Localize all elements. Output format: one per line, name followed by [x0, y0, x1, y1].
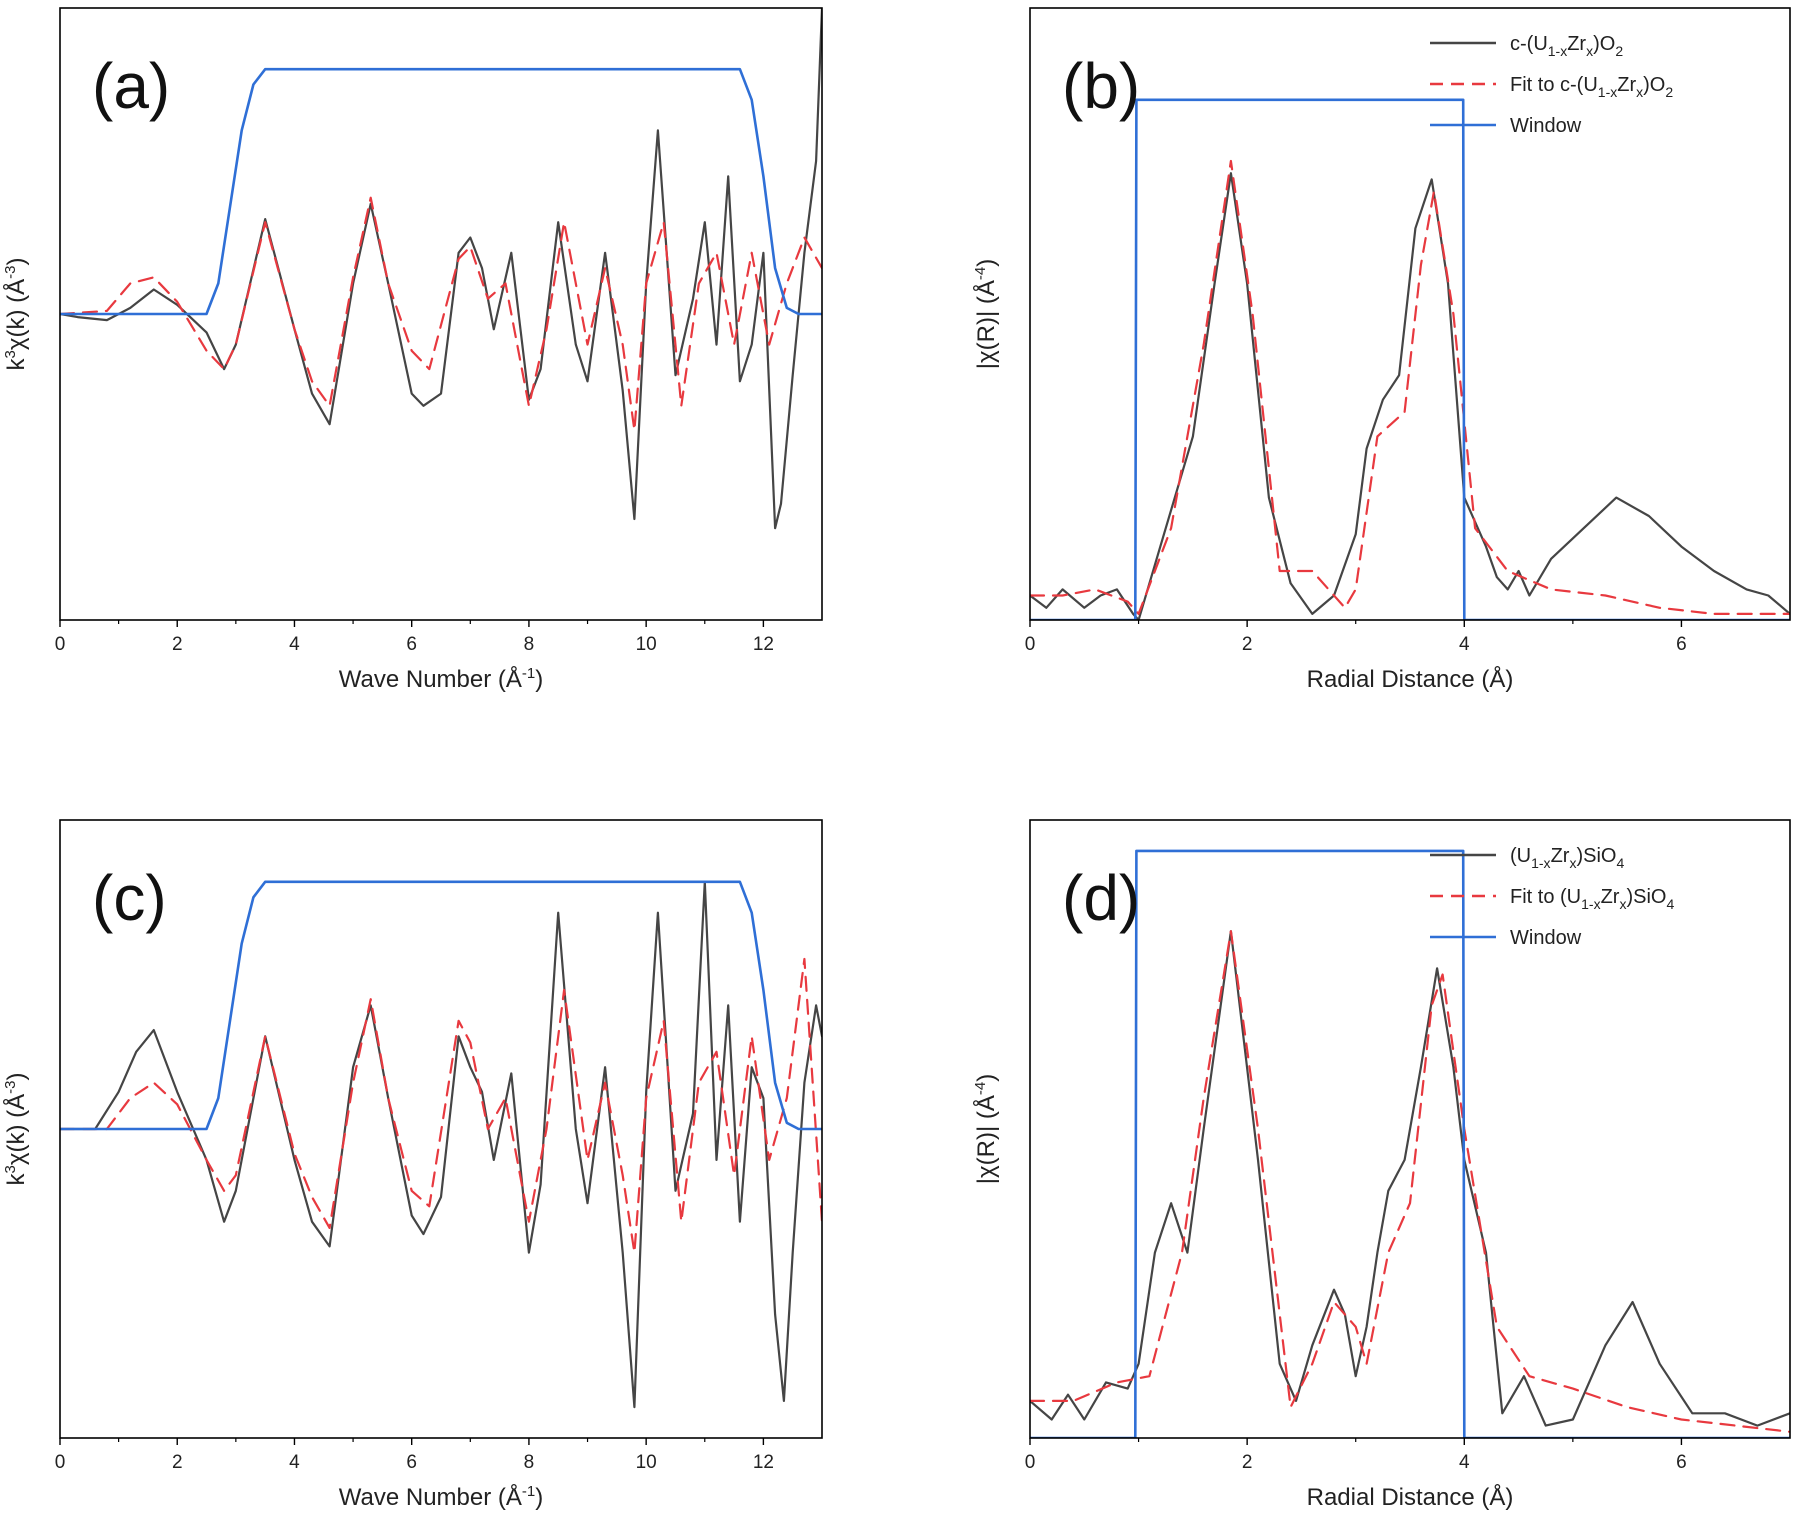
x-tick-label: 4 — [1459, 634, 1470, 655]
x-tick-label: 4 — [1459, 1452, 1470, 1473]
series-fit-line — [60, 957, 822, 1254]
x-tick-label: 4 — [289, 634, 300, 655]
x-tick-label: 6 — [406, 634, 417, 655]
y-axis-title: k3χ(k) (Å-3) — [2, 1073, 30, 1186]
series-data-line — [1030, 930, 1790, 1427]
legend-fit-label: Fit to (U1-xZrx)SiO4 — [1510, 886, 1674, 912]
x-axis-title: Radial Distance (Å) — [1307, 665, 1514, 693]
x-tick-label: 0 — [55, 1452, 66, 1473]
plot-frame — [59, 819, 823, 1439]
panel-a: 0 2 4 6 8 10 12 Wave Number (Å-1) k3χ(k) (Å-3) (a… — [2, 7, 823, 693]
x-tick-label: 0 — [1025, 1452, 1036, 1473]
series-fit-line — [1030, 159, 1790, 615]
series-window-line — [1030, 849, 1790, 1438]
x-tick-label: 2 — [1242, 634, 1253, 655]
x-tick-label: 0 — [55, 634, 66, 655]
series-fit-line — [1030, 930, 1790, 1433]
panel-c: 0 2 4 6 8 10 12 Wave Number (Å-1) k3χ(k) (Å-3) (c… — [2, 819, 823, 1511]
x-tick-label: 2 — [172, 1452, 183, 1473]
series-data-line — [60, 8, 822, 530]
x-tick-label: 12 — [753, 634, 774, 655]
x-axis-title: Radial Distance (Å) — [1307, 1483, 1514, 1511]
x-tick-label: 10 — [636, 1452, 657, 1473]
x-tick-label: 6 — [406, 1452, 417, 1473]
panel-letter: (d) — [1062, 862, 1140, 934]
x-axis-title: Wave Number (Å-1) — [339, 1483, 544, 1511]
x-tick-label: 12 — [753, 1452, 774, 1473]
legend-window-label: Window — [1510, 115, 1582, 137]
panel-d: 0 2 4 6 Radial Distance (Å) |χ(R)| (Å-4) (d) (U… — [972, 819, 1791, 1511]
x-tick-label: 6 — [1676, 634, 1687, 655]
x-tick-label: 10 — [636, 634, 657, 655]
x-tick-label: 6 — [1676, 1452, 1687, 1473]
series-group — [1030, 849, 1790, 1438]
y-axis-title: |χ(R)| (Å-4) — [972, 259, 1000, 369]
series-group — [60, 8, 822, 530]
panel-b: 0 2 4 6 Radial Distance (Å) |χ(R)| (Å-4) (b) c-… — [972, 7, 1791, 693]
series-fit-line — [60, 196, 822, 432]
x-tick-label: 8 — [524, 634, 535, 655]
legend-data-label: (U1-xZrx)SiO4 — [1510, 845, 1624, 871]
legend-data-label: c-(U1-xZrx)O2 — [1510, 33, 1623, 59]
x-tick-label: 2 — [172, 634, 183, 655]
series-data-line — [1030, 172, 1790, 620]
x-tick-label: 4 — [289, 1452, 300, 1473]
series-window-line — [1030, 98, 1790, 620]
x-axis-title: Wave Number (Å-1) — [339, 665, 544, 693]
series-data-line — [60, 880, 822, 1409]
panel-letter: (a) — [92, 50, 170, 122]
legend: c-(U1-xZrx)O2 Fit to c-(U1-xZrx)O2 Window — [1430, 33, 1673, 137]
series-group — [60, 880, 822, 1409]
x-tick-label: 8 — [524, 1452, 535, 1473]
legend: (U1-xZrx)SiO4 Fit to (U1-xZrx)SiO4 Window — [1430, 845, 1674, 949]
panel-letter: (c) — [92, 862, 167, 934]
y-axis-title: |χ(R)| (Å-4) — [972, 1074, 1000, 1184]
series-group — [1030, 98, 1790, 620]
legend-window-label: Window — [1510, 927, 1582, 949]
plot-frame — [1029, 7, 1791, 621]
x-tick-label: 2 — [1242, 1452, 1253, 1473]
legend-fit-label: Fit to c-(U1-xZrx)O2 — [1510, 74, 1673, 100]
x-tick-label: 0 — [1025, 634, 1036, 655]
plot-frame — [59, 7, 823, 621]
y-axis-title: k3χ(k) (Å-3) — [2, 258, 30, 371]
panel-letter: (b) — [1062, 50, 1140, 122]
series-window-line — [60, 67, 822, 316]
series-window-line — [60, 880, 822, 1131]
plot-frame — [1029, 819, 1791, 1439]
